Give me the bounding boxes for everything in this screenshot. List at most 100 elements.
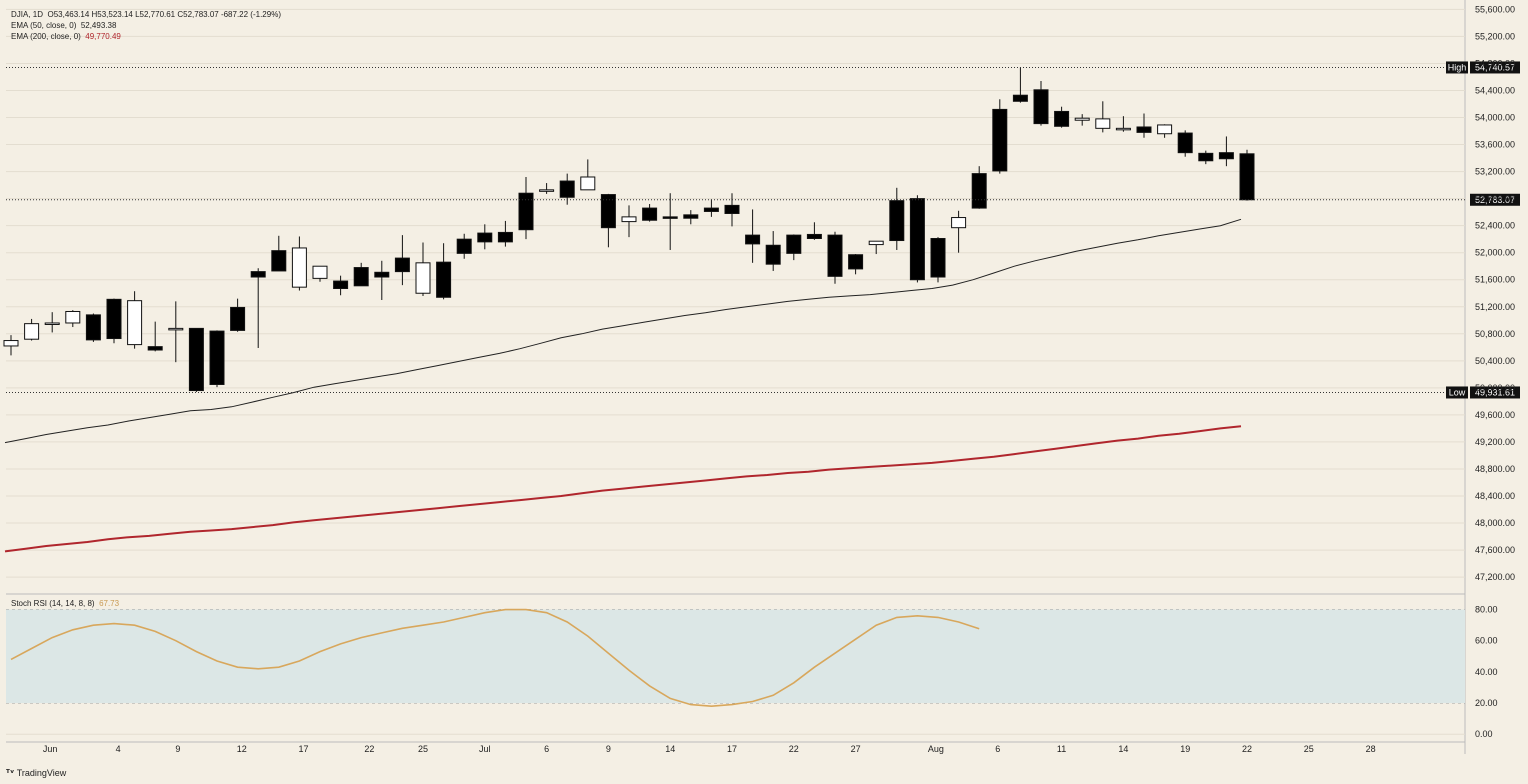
candle-body-up bbox=[539, 189, 555, 192]
price-tick-label: 52,800.00 bbox=[1475, 194, 1515, 204]
time-tick-label: 25 bbox=[1304, 744, 1314, 754]
candle-body-up bbox=[312, 265, 328, 279]
candle bbox=[1095, 101, 1111, 133]
candle-body-down bbox=[806, 233, 822, 239]
candle-body-down bbox=[271, 250, 287, 272]
time-tick-label: 9 bbox=[606, 744, 611, 754]
candle-body-up bbox=[415, 262, 431, 294]
time-tick-label: Aug bbox=[928, 744, 944, 754]
marker-tag bbox=[1446, 386, 1468, 399]
price-tick-label: 49,200.00 bbox=[1475, 437, 1515, 447]
candle-body-down bbox=[600, 194, 616, 229]
candle-body-down bbox=[518, 192, 534, 231]
candle bbox=[353, 262, 369, 287]
candle bbox=[1074, 114, 1090, 126]
stoch-rsi-band bbox=[6, 609, 1465, 704]
candle-body-down bbox=[971, 173, 987, 209]
candle-body-down bbox=[394, 257, 410, 273]
candle bbox=[106, 298, 122, 344]
price-tick-label: 48,800.00 bbox=[1475, 464, 1515, 474]
candle-body-down bbox=[724, 204, 740, 214]
time-tick-label: 28 bbox=[1366, 744, 1376, 754]
candle-body-up bbox=[291, 247, 307, 288]
candle-body-down bbox=[642, 207, 658, 221]
price-tick-label: 53,200.00 bbox=[1475, 167, 1515, 177]
candlesticks bbox=[3, 67, 1255, 392]
candle-body-down bbox=[786, 234, 802, 254]
candle-body-down bbox=[209, 330, 225, 385]
candle-body-up bbox=[1074, 117, 1090, 121]
marker-tag bbox=[1446, 61, 1468, 74]
ema-200-line bbox=[4, 425, 1242, 553]
time-tick-label: 6 bbox=[544, 744, 549, 754]
price-markers: High 54,740.57 Low 49,931.61 52,783.07 bbox=[6, 61, 1520, 399]
candle-body-down bbox=[333, 280, 349, 290]
candle bbox=[456, 233, 472, 259]
candle bbox=[230, 298, 246, 332]
stoch-rsi-value: 67.73 bbox=[99, 599, 120, 608]
candle-body-down bbox=[477, 232, 493, 243]
candle bbox=[992, 99, 1008, 174]
candle-body-up bbox=[1095, 118, 1111, 129]
candle bbox=[1033, 81, 1049, 126]
time-tick-label: 14 bbox=[665, 744, 675, 754]
candle bbox=[250, 268, 266, 348]
price-tick-label: 52,400.00 bbox=[1475, 221, 1515, 231]
ohlc-legend: DJIA, 1D O53,463.14 H53,523.14 L52,770.6… bbox=[11, 10, 281, 19]
tradingview-logo[interactable]: ᵀᵛ TradingView bbox=[6, 768, 66, 779]
ema200-value: 49,770.49 bbox=[85, 32, 121, 41]
candle-body-down bbox=[456, 238, 472, 254]
price-tick-label: 55,200.00 bbox=[1475, 31, 1515, 41]
stoch-rsi-line bbox=[10, 608, 980, 708]
candle-body-down bbox=[353, 267, 369, 287]
candle-body-up bbox=[1115, 127, 1131, 131]
time-axis[interactable]: Jun 4 9 12 17 22 25 Jul 6 9 14 17 22 27 Aug 6 11 14 19 22 25… bbox=[43, 744, 1376, 754]
candle bbox=[930, 237, 946, 283]
candle bbox=[559, 173, 575, 205]
candle bbox=[827, 231, 843, 284]
time-tick-label: 22 bbox=[364, 744, 374, 754]
ohlc-values: O53,463.14 H53,523.14 L52,770.61 C52,783… bbox=[47, 10, 281, 19]
marker-price-label: 49,931.61 bbox=[1475, 387, 1515, 397]
candle bbox=[1012, 67, 1028, 103]
price-tick-label: 52,000.00 bbox=[1475, 248, 1515, 258]
candle bbox=[44, 312, 60, 333]
marker-price-box bbox=[1470, 193, 1520, 206]
time-tick-label: Jul bbox=[479, 744, 491, 754]
candle bbox=[600, 193, 616, 248]
candle bbox=[168, 301, 184, 363]
candle-body-down bbox=[85, 314, 101, 341]
rsi-tick-label: 80.00 bbox=[1475, 605, 1498, 615]
candle-body-up bbox=[1157, 124, 1173, 135]
candle-body-down bbox=[765, 244, 781, 265]
price-tick-label: 53,600.00 bbox=[1475, 140, 1515, 150]
candle-body-down bbox=[1012, 94, 1028, 102]
stoch-rsi-axis[interactable]: 80.00 60.00 40.00 20.00 0.00 bbox=[1475, 605, 1498, 740]
ema50-label: EMA (50, close, 0) bbox=[11, 21, 77, 30]
time-tick-label: 14 bbox=[1118, 744, 1128, 754]
marker-price-box bbox=[1470, 386, 1520, 399]
time-tick-label: 17 bbox=[299, 744, 309, 754]
stoch-rsi-legend: Stoch RSI (14, 14, 8, 8) 67.73 bbox=[11, 599, 119, 608]
candle bbox=[1198, 150, 1214, 165]
candle-body-down bbox=[1177, 132, 1193, 154]
candle-body-up bbox=[44, 322, 60, 325]
time-tick-label: 4 bbox=[116, 744, 121, 754]
candle bbox=[24, 318, 40, 341]
candle bbox=[683, 210, 699, 225]
candle bbox=[786, 234, 802, 261]
ema50-legend: EMA (50, close, 0) 52,493.38 bbox=[11, 21, 116, 30]
candle bbox=[806, 222, 822, 240]
time-tick-label: 6 bbox=[995, 744, 1000, 754]
time-tick-label: 19 bbox=[1180, 744, 1190, 754]
candle bbox=[312, 265, 328, 282]
candle bbox=[1218, 136, 1234, 167]
candle-body-down bbox=[745, 234, 761, 245]
candle bbox=[518, 176, 534, 240]
rsi-tick-label: 40.00 bbox=[1475, 667, 1498, 677]
price-axis[interactable]: 55,600.00 55,200.00 54,800.00 54,400.00 54,0… bbox=[1475, 4, 1515, 582]
price-tick-label: 50,400.00 bbox=[1475, 356, 1515, 366]
candle-body-up bbox=[580, 176, 596, 191]
price-tick-label: 47,200.00 bbox=[1475, 572, 1515, 582]
